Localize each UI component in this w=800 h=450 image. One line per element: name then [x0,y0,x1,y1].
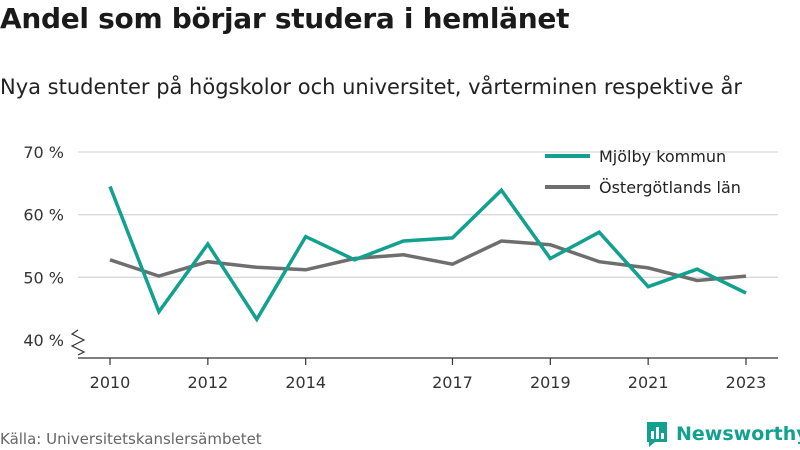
series-line-ostergotland [109,239,747,283]
chart-title: Andel som börjar studera i hemlänet [0,2,570,35]
x-tick-label: 2021 [628,373,669,392]
y-tick-label: 60 % [23,206,64,225]
x-tick-label: 2010 [90,373,131,392]
x-tick-label: 2023 [726,373,767,392]
bar-chart-logo-icon [647,422,667,447]
y-tick-label: 50 % [23,268,64,287]
legend-label: Mjölby kommun [599,147,726,166]
axis-break-icon [70,329,86,356]
y-tick-label: 70 % [23,143,64,162]
source-note: Källa: Universitetskanslersämbetet [0,430,262,448]
series-line-mjolby [108,185,747,323]
x-tick-label: 2012 [187,373,228,392]
legend-label: Östergötlands län [599,178,741,197]
brand-name: Newsworthy [676,423,800,445]
x-tick-label: 2019 [530,373,571,392]
line-chart: 40 % 50 % 60 % 70 % 2010 2012 2014 2017 2019 2021… [23,143,778,392]
chart-subtitle: Nya studenter på högskolor och universit… [0,75,742,99]
x-tick-label: 2014 [285,373,326,392]
brand: Newsworthy [645,420,800,448]
x-tick-label: 2017 [432,373,473,392]
y-tick-label: 40 % [23,331,64,350]
